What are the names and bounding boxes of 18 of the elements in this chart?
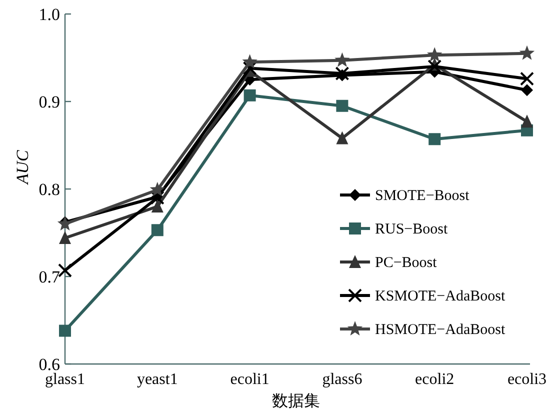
legend-label: RUS−Boost: [375, 222, 448, 238]
x-axis-title: 数据集: [272, 393, 320, 410]
y-tick-label: 0.7: [38, 268, 60, 286]
x-tick-label: ecoli2: [415, 371, 454, 388]
legend-label: SMOTE−Boost: [375, 188, 470, 204]
x-tick-label: ecoli1: [230, 371, 270, 388]
legend-label: HSMOTE−AdaBoost: [375, 322, 506, 338]
legend-label: KSMOTE−AdaBoost: [375, 288, 506, 304]
y-tick-label: 1.0: [38, 5, 60, 24]
y-tick-label: 0.9: [38, 92, 60, 112]
x-tick-label: glass6: [322, 371, 362, 388]
y-tick-label: 0.8: [38, 180, 60, 199]
y-axis-title: AUC: [13, 149, 32, 186]
x-tick-label: glass1: [45, 371, 85, 388]
y-tick-label: 0.6: [38, 355, 60, 374]
x-tick-label: yeast1: [136, 371, 178, 388]
legend-label: PC−Boost: [375, 255, 438, 271]
x-tick-label: ecoli3: [507, 371, 547, 388]
